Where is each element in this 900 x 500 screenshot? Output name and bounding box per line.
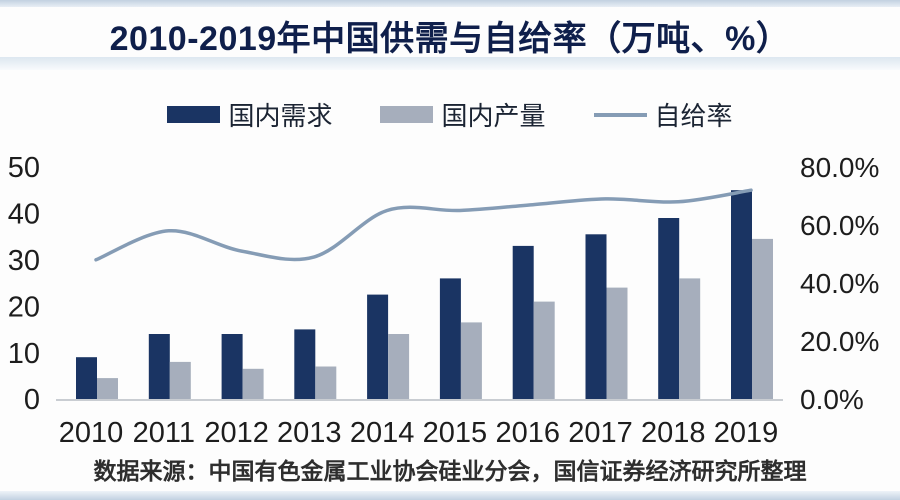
right-axis-tick-80.0%: 80.0% xyxy=(800,152,879,183)
legend-item-demand: 国内需求 xyxy=(167,96,332,133)
production-swatch-icon xyxy=(380,106,434,123)
legend-label-demand: 国内需求 xyxy=(228,101,333,131)
left-axis-tick-10: 10 xyxy=(8,338,40,370)
title-underline-band xyxy=(0,57,900,70)
bar-production-2019 xyxy=(752,238,773,399)
bar-demand-2014 xyxy=(367,294,389,399)
legend-label-self-sufficiency: 自给率 xyxy=(654,101,733,131)
bar-demand-2015 xyxy=(439,278,461,399)
left-axis-tick-30: 30 xyxy=(8,245,40,277)
x-axis-label-2013: 2013 xyxy=(277,417,342,449)
chart-title: 2010-2019年中国供需与自给率（万吨、%） xyxy=(109,20,791,58)
legend-label-production: 国内产量 xyxy=(441,101,546,131)
bar-production-2011 xyxy=(169,361,191,399)
x-axis-label-2016: 2016 xyxy=(495,417,560,449)
legend-item-production: 国内产量 xyxy=(380,96,546,133)
bar-demand-2016 xyxy=(512,245,534,399)
bar-production-2014 xyxy=(388,334,410,399)
x-axis-label-2014: 2014 xyxy=(350,417,415,449)
bar-demand-2013 xyxy=(294,329,316,399)
bar-demand-2018 xyxy=(658,218,680,399)
x-axis-label-2015: 2015 xyxy=(423,417,488,449)
x-axis-label-2018: 2018 xyxy=(641,417,706,449)
bar-production-2017 xyxy=(606,287,628,399)
bar-production-2018 xyxy=(679,278,701,399)
line-swatch-icon xyxy=(593,112,647,117)
bar-production-2013 xyxy=(315,366,337,399)
legend-item-self-sufficiency: 自给率 xyxy=(593,96,733,133)
x-axis-label-2019: 2019 xyxy=(714,417,779,449)
left-axis-tick-0: 0 xyxy=(24,384,40,416)
right-axis-tick-0.0%: 0.0% xyxy=(800,384,864,415)
bar-production-2016 xyxy=(533,301,555,399)
self-sufficiency-line xyxy=(94,188,753,262)
bar-demand-2011 xyxy=(148,334,170,399)
top-border-band xyxy=(0,0,900,7)
left-axis-tick-20: 20 xyxy=(8,291,40,323)
x-axis-label-2010: 2010 xyxy=(59,417,124,449)
data-source: 数据来源：中国有色金属工业协会硅业分会，国信证券经济研究所整理 xyxy=(93,458,807,484)
bottom-border-band xyxy=(0,491,900,500)
bar-production-2012 xyxy=(242,368,264,399)
right-axis-tick-20.0%: 20.0% xyxy=(800,326,879,357)
legend: 国内需求 国内产量 自给率 xyxy=(0,96,900,133)
bar-demand-2017 xyxy=(585,234,607,399)
bar-demand-2012 xyxy=(221,334,243,399)
bar-demand-2019 xyxy=(731,190,752,399)
right-axis-tick-60.0%: 60.0% xyxy=(800,210,879,241)
bar-demand-2010 xyxy=(76,357,97,399)
left-axis-tick-50: 50 xyxy=(8,152,40,184)
bar-production-2015 xyxy=(460,322,482,399)
x-axis-label-2011: 2011 xyxy=(133,417,195,449)
demand-swatch-icon xyxy=(167,106,221,123)
x-axis-label-2012: 2012 xyxy=(204,417,269,449)
bar-production-2010 xyxy=(97,378,118,399)
left-axis-tick-40: 40 xyxy=(8,199,40,231)
right-axis-tick-40.0%: 40.0% xyxy=(800,268,879,299)
x-axis-label-2017: 2017 xyxy=(568,417,633,449)
